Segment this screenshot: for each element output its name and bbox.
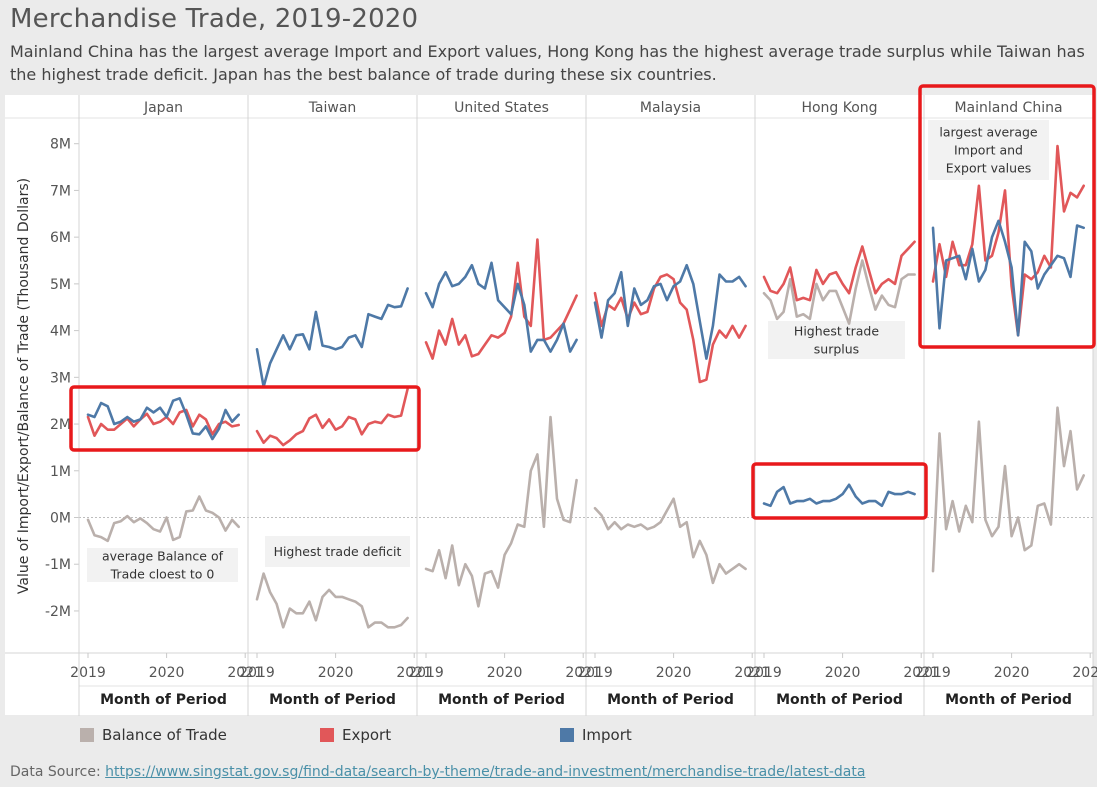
x-tick-label: 2021 [903, 665, 939, 681]
x-axis-title: Month of Period [438, 692, 565, 708]
y-tick-label: 6M [50, 230, 71, 246]
panel-title-taiwan: Taiwan [308, 100, 357, 116]
panel-title-japan: Japan [143, 100, 183, 116]
panel-title-malaysia: Malaysia [640, 100, 701, 116]
data-source-label: Data Source: [10, 764, 106, 780]
series-line-mainland-china-export [931, 144, 1085, 337]
y-tick-label: 7M [50, 183, 71, 199]
annotation-text: largest average [939, 125, 1038, 140]
data-source-link[interactable]: https://www.singstat.gov.sg/find-data/se… [105, 764, 866, 780]
series-line-united-states-import [424, 261, 578, 353]
annotation-text: Highest trade deficit [274, 544, 402, 559]
x-tick-label: 2019 [239, 665, 275, 681]
series-line-taiwan-import [255, 287, 409, 388]
chart-background [5, 95, 1093, 715]
annotation-text: Trade cloest to 0 [110, 567, 215, 582]
annotation-text: Export values [946, 161, 1032, 176]
legend-swatch-import [560, 728, 574, 742]
legend-swatch-balance [80, 728, 94, 742]
y-tick-label: 1M [50, 464, 71, 480]
x-axis-title: Month of Period [776, 692, 903, 708]
y-tick-label: -1M [45, 557, 71, 573]
y-tick-label: 5M [50, 277, 71, 293]
series-line-united-states-balance-of-trade [424, 415, 578, 608]
annotation-box [87, 548, 238, 582]
x-tick-label: 2020 [994, 665, 1030, 681]
y-tick-label: 0M [50, 510, 71, 526]
series-line-hong-kong-export [762, 240, 916, 302]
x-axis-title: Month of Period [945, 692, 1072, 708]
x-tick-label: 2021 [1072, 665, 1097, 681]
series-line-malaysia-export [593, 273, 747, 384]
annotation-text: Highest trade [794, 324, 879, 339]
y-tick-label: 4M [50, 324, 71, 340]
legend-label-balance: Balance of Trade [102, 726, 227, 744]
series-line-mainland-china-import [931, 219, 1085, 337]
x-tick-label: 2021 [565, 665, 601, 681]
annotation-text: Import and [954, 143, 1023, 158]
y-axis-title: Value of Import/Export/Balance of Trade … [16, 178, 32, 594]
series-line-japan-balance-of-trade [86, 495, 240, 543]
series-line-mainland-china-balance-of-trade [931, 406, 1085, 573]
annotation-box [265, 536, 410, 567]
x-axis-title: Month of Period [607, 692, 734, 708]
x-axis-title: Month of Period [269, 692, 396, 708]
x-tick-label: 2020 [487, 665, 523, 681]
x-tick-label: 2020 [149, 665, 185, 681]
y-tick-label: 2M [50, 417, 71, 433]
panel-title-united-states: United States [454, 100, 549, 116]
series-line-malaysia-balance-of-trade [593, 497, 747, 585]
highlight-box-hong-kong [751, 462, 928, 520]
chart-subtitle: Mainland China has the largest average I… [10, 42, 1085, 84]
x-tick-label: 2019 [915, 665, 951, 681]
series-line-hong-kong-balance-of-trade [762, 259, 916, 325]
panel-title-mainland-china: Mainland China [954, 100, 1062, 116]
legend-label-import: Import [582, 726, 632, 744]
y-tick-label: 8M [50, 137, 71, 153]
highlight-box-japan-taiwan [69, 385, 421, 452]
annotation-box [928, 120, 1049, 180]
x-tick-label: 2019 [577, 665, 613, 681]
x-tick-label: 2019 [70, 665, 106, 681]
chart-title: Merchandise Trade, 2019-2020 [10, 4, 419, 34]
y-tick-label: -2M [45, 604, 71, 620]
legend-item-balance[interactable]: Balance of Trade [80, 726, 227, 744]
series-line-japan-import [86, 397, 240, 441]
annotation-text: surplus [814, 342, 859, 357]
series-line-taiwan-balance-of-trade [255, 572, 409, 629]
x-axis-title: Month of Period [100, 692, 227, 708]
series-line-japan-export [86, 408, 240, 437]
legend-item-export[interactable]: Export [320, 726, 391, 744]
annotation-box [768, 321, 905, 359]
y-tick-label: 3M [50, 370, 71, 386]
x-tick-label: 2020 [318, 665, 354, 681]
highlight-box-mainland-china [918, 84, 1096, 349]
x-tick-label: 2020 [656, 665, 692, 681]
series-line-hong-kong-import [762, 483, 916, 508]
x-tick-label: 2019 [408, 665, 444, 681]
panel-title-hong-kong: Hong Kong [801, 100, 877, 116]
x-tick-label: 2019 [746, 665, 782, 681]
legend-swatch-export [320, 728, 334, 742]
annotation-text: average Balance of [102, 549, 224, 564]
x-tick-label: 2020 [825, 665, 861, 681]
x-tick-label: 2021 [227, 665, 263, 681]
x-tick-label: 2021 [396, 665, 432, 681]
series-line-taiwan-export [255, 387, 409, 447]
series-line-united-states-export [424, 238, 578, 360]
legend-label-export: Export [342, 726, 392, 744]
x-tick-label: 2021 [734, 665, 770, 681]
data-source: Data Source: https://www.singstat.gov.sg… [10, 764, 865, 780]
series-line-malaysia-import [593, 263, 747, 360]
legend-item-import[interactable]: Import [560, 726, 632, 744]
